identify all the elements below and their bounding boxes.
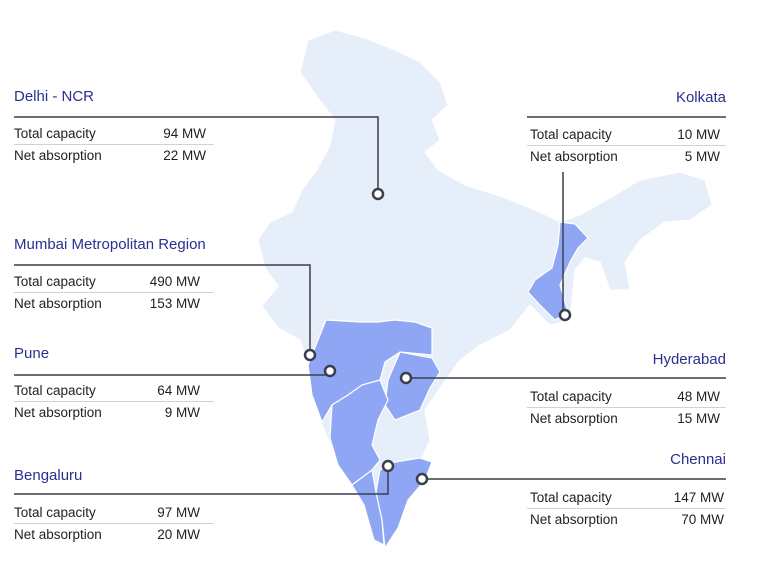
city-title-bengaluru: Bengaluru: [14, 467, 83, 484]
pune-connector: [14, 371, 331, 376]
city-markers: [303, 187, 572, 486]
hyderabad-absorption-label: Net absorption: [530, 411, 618, 426]
mumbai-absorption-value: 153 MW: [149, 296, 200, 311]
marker-pune: [323, 364, 337, 378]
city-title-mumbai: Mumbai Metropolitan Region: [14, 236, 206, 253]
city-title-chennai: Chennai: [670, 451, 726, 468]
kolkata-row-divider: [527, 145, 726, 146]
city-title-hyderabad: Hyderabad: [652, 351, 726, 368]
india-landmass: [257, 29, 713, 549]
marker-bengaluru: [381, 459, 395, 473]
city-title-delhi: Delhi - NCR: [14, 88, 95, 105]
city-title-pune: Pune: [14, 345, 50, 362]
tamilnadu-region: [375, 457, 433, 550]
bengaluru-total-value: 97 MW: [157, 505, 200, 520]
marker-chennai: [415, 472, 429, 486]
maharashtra-region: [307, 319, 433, 424]
hyderabad-total-label: Total capacity: [530, 389, 612, 404]
chennai-total-label: Total capacity: [530, 490, 612, 505]
chennai-total-value: 147 MW: [673, 490, 724, 505]
hyderabad-row-divider: [527, 407, 726, 408]
mumbai-total-value: 490 MW: [149, 274, 200, 289]
delhi-absorption-label: Net absorption: [14, 148, 102, 163]
mumbai-absorption-label: Net absorption: [14, 296, 102, 311]
chennai-absorption-value: 70 MW: [681, 512, 724, 527]
delhi-total-label: Total capacity: [14, 126, 96, 141]
marker-hyderabad: [399, 371, 413, 385]
bengaluru-absorption-value: 20 MW: [157, 527, 200, 542]
pune-total-label: Total capacity: [14, 383, 96, 398]
marker-kolkata: [558, 308, 572, 322]
delhi-absorption-value: 22 MW: [163, 148, 206, 163]
hyderabad-absorption-value: 15 MW: [677, 411, 720, 426]
telangana-region: [384, 351, 441, 421]
city-title-kolkata: Kolkata: [675, 89, 726, 106]
bengaluru-row-divider: [14, 523, 214, 524]
kolkata-total-label: Total capacity: [530, 127, 612, 142]
chennai-row-divider: [527, 508, 726, 509]
kolkata-absorption-label: Net absorption: [530, 149, 618, 164]
delhi-row-divider: [14, 144, 214, 145]
marker-mumbai: [303, 348, 317, 362]
karnataka-region: [329, 379, 389, 486]
bengaluru-absorption-label: Net absorption: [14, 527, 102, 542]
kolkata-total-value: 10 MW: [677, 127, 720, 142]
pune-absorption-label: Net absorption: [14, 405, 102, 420]
chennai-absorption-label: Net absorption: [530, 512, 618, 527]
delhi-total-value: 94 MW: [163, 126, 206, 141]
bengaluru-total-label: Total capacity: [14, 505, 96, 520]
delhi-connector: [14, 116, 379, 194]
mumbai-total-label: Total capacity: [14, 274, 96, 289]
marker-delhi: [371, 187, 385, 201]
hyderabad-total-value: 48 MW: [677, 389, 720, 404]
pune-row-divider: [14, 401, 214, 402]
kolkata-absorption-value: 5 MW: [684, 149, 720, 164]
pune-total-value: 64 MW: [157, 383, 200, 398]
mumbai-connector: [14, 264, 311, 355]
mumbai-row-divider: [14, 292, 214, 293]
pune-absorption-value: 9 MW: [164, 405, 200, 420]
bengaluru-connector: [14, 466, 389, 495]
